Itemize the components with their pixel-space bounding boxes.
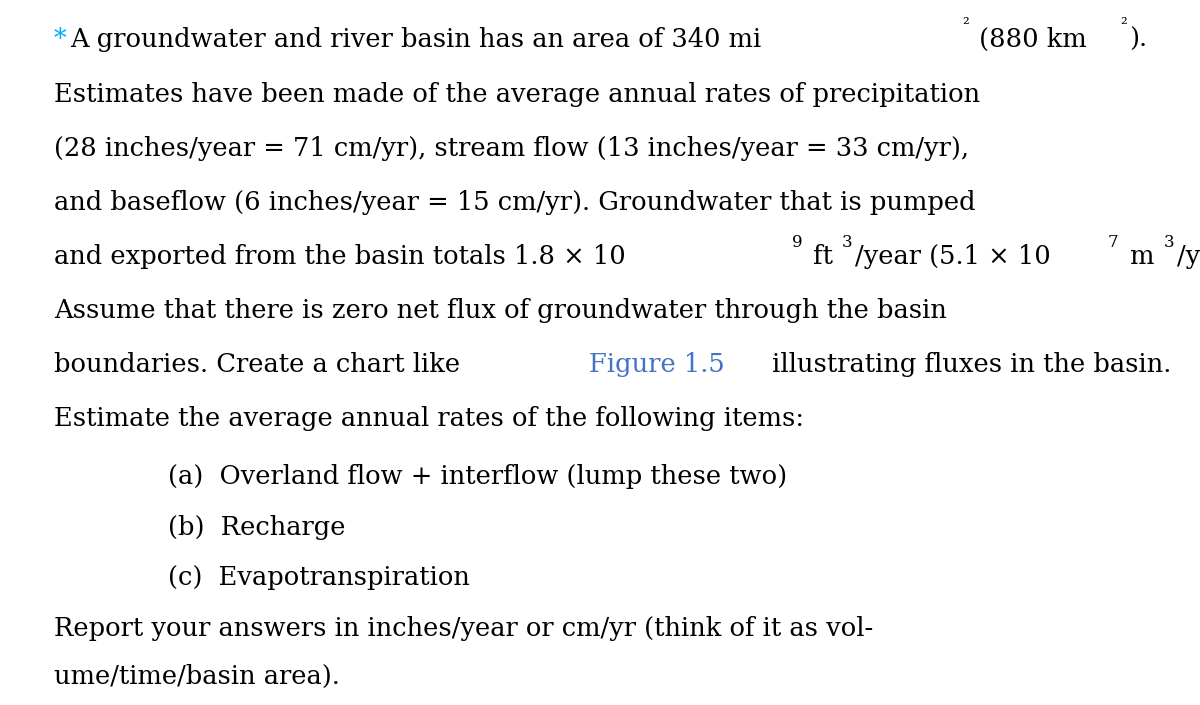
Text: boundaries. Create a chart like: boundaries. Create a chart like: [54, 352, 468, 377]
Text: (b)  Recharge: (b) Recharge: [168, 515, 346, 539]
Text: /year (5.1 × 10: /year (5.1 × 10: [856, 244, 1051, 269]
Text: illustrating fluxes in the basin.: illustrating fluxes in the basin.: [763, 352, 1171, 377]
Text: (880 km: (880 km: [971, 27, 1087, 52]
Text: and exported from the basin totals 1.8 × 10: and exported from the basin totals 1.8 ×…: [54, 244, 625, 269]
Text: ²: ²: [1121, 18, 1127, 35]
Text: ft: ft: [805, 244, 834, 269]
Text: 7: 7: [1108, 234, 1118, 251]
Text: Estimates have been made of the average annual rates of precipitation: Estimates have been made of the average …: [54, 82, 980, 106]
Text: (28 inches/year = 71 cm/yr), stream flow (13 inches/year = 33 cm/yr),: (28 inches/year = 71 cm/yr), stream flow…: [54, 135, 970, 161]
Text: and baseflow (6 inches/year = 15 cm/yr). Groundwater that is pumped: and baseflow (6 inches/year = 15 cm/yr).…: [54, 190, 976, 215]
Text: 9: 9: [792, 234, 803, 251]
Text: (c)  Evapotranspiration: (c) Evapotranspiration: [168, 565, 470, 590]
Text: m: m: [1122, 244, 1154, 269]
Text: Report your answers in inches/year or cm/yr (think of it as vol-: Report your answers in inches/year or cm…: [54, 616, 874, 641]
Text: A groundwater and river basin has an area of 340 mi: A groundwater and river basin has an are…: [71, 27, 762, 52]
Text: ume/time/basin area).: ume/time/basin area).: [54, 663, 340, 689]
Text: Figure 1.5: Figure 1.5: [588, 352, 725, 377]
Text: (a)  Overland flow + interflow (lump these two): (a) Overland flow + interflow (lump thes…: [168, 464, 787, 489]
Text: *: *: [54, 27, 67, 52]
Text: 3: 3: [841, 234, 852, 251]
Text: Assume that there is zero net flux of groundwater through the basin: Assume that there is zero net flux of gr…: [54, 298, 947, 323]
Text: 3: 3: [1164, 234, 1174, 251]
Text: ²: ²: [962, 18, 970, 35]
Text: /yr).: /yr).: [1177, 244, 1200, 269]
Text: ).: ).: [1129, 27, 1147, 52]
Text: Estimate the average annual rates of the following items:: Estimate the average annual rates of the…: [54, 406, 804, 431]
